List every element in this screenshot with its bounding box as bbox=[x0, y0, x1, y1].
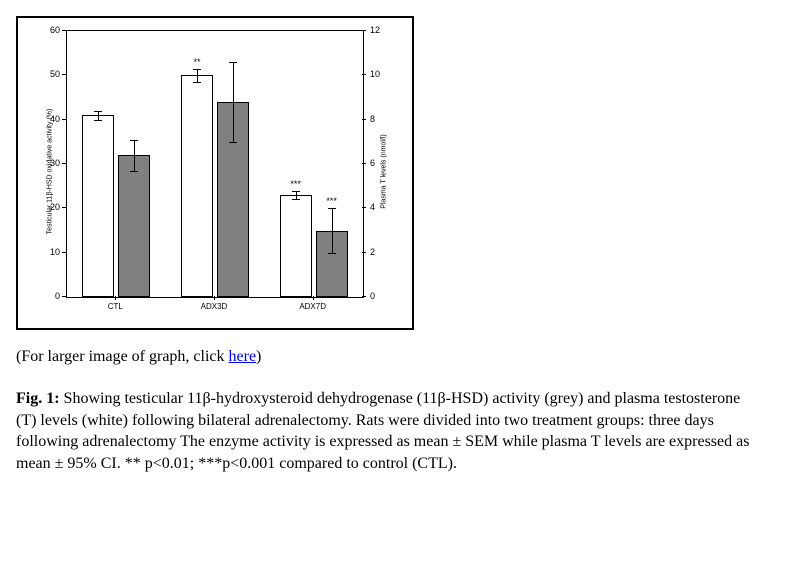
tick-mark bbox=[362, 30, 366, 31]
ytick-right: 2 bbox=[370, 247, 390, 257]
tick-mark bbox=[362, 74, 366, 75]
ytick-left: 0 bbox=[40, 291, 60, 301]
error-cap bbox=[94, 120, 102, 121]
tick-mark bbox=[62, 74, 66, 75]
tick-mark bbox=[362, 252, 366, 253]
chart-frame: ******** Testicular 11β-HSD oxidative ac… bbox=[16, 16, 414, 330]
xtick-label: ADX7D bbox=[299, 302, 326, 311]
error-cap bbox=[94, 111, 102, 112]
error-cap bbox=[193, 69, 201, 70]
tick-mark bbox=[362, 163, 366, 164]
bar-grey bbox=[118, 155, 150, 297]
xtick-label: CTL bbox=[108, 302, 123, 311]
error-bar bbox=[296, 191, 297, 200]
error-bar bbox=[197, 69, 198, 82]
note-prefix: (For larger image of graph, click bbox=[16, 348, 229, 365]
tick-mark bbox=[115, 296, 116, 300]
significance-marker: ** bbox=[193, 57, 200, 67]
ytick-right: 0 bbox=[370, 291, 390, 301]
error-cap bbox=[229, 62, 237, 63]
tick-mark bbox=[62, 163, 66, 164]
tick-mark bbox=[313, 296, 314, 300]
ytick-left: 60 bbox=[40, 25, 60, 35]
ytick-right: 6 bbox=[370, 158, 390, 168]
ytick-right: 10 bbox=[370, 69, 390, 79]
tick-mark bbox=[362, 296, 366, 297]
error-bar bbox=[332, 208, 333, 252]
error-cap bbox=[229, 142, 237, 143]
error-cap bbox=[130, 140, 138, 141]
error-bar bbox=[233, 62, 234, 142]
plot-area: ******** bbox=[66, 30, 364, 298]
tick-mark bbox=[62, 207, 66, 208]
ytick-left: 40 bbox=[40, 114, 60, 124]
tick-mark bbox=[62, 296, 66, 297]
ytick-left: 10 bbox=[40, 247, 60, 257]
error-bar bbox=[98, 111, 99, 120]
error-cap bbox=[328, 208, 336, 209]
figure-label: Fig. 1: bbox=[16, 390, 60, 407]
error-cap bbox=[328, 253, 336, 254]
bar-white bbox=[82, 115, 114, 297]
tick-mark bbox=[62, 30, 66, 31]
error-cap bbox=[292, 199, 300, 200]
error-cap bbox=[193, 82, 201, 83]
ytick-left: 30 bbox=[40, 158, 60, 168]
tick-mark bbox=[62, 252, 66, 253]
figure-text: Showing testicular 11β-hydroxysteroid de… bbox=[16, 390, 749, 472]
note-suffix: ) bbox=[256, 348, 261, 365]
significance-marker: *** bbox=[290, 179, 301, 189]
figure-caption: Fig. 1: Showing testicular 11β-hydroxyst… bbox=[16, 388, 756, 474]
ytick-right: 12 bbox=[370, 25, 390, 35]
error-bar bbox=[134, 140, 135, 171]
bar-white bbox=[280, 195, 312, 297]
bar-white bbox=[181, 75, 213, 297]
ytick-right: 8 bbox=[370, 114, 390, 124]
ytick-left: 50 bbox=[40, 69, 60, 79]
ytick-left: 20 bbox=[40, 202, 60, 212]
tick-mark bbox=[362, 207, 366, 208]
tick-mark bbox=[362, 119, 366, 120]
xtick-label: ADX3D bbox=[201, 302, 228, 311]
ytick-right: 4 bbox=[370, 202, 390, 212]
larger-image-note: (For larger image of graph, click here) bbox=[16, 348, 772, 366]
larger-image-link[interactable]: here bbox=[229, 348, 257, 365]
error-cap bbox=[130, 171, 138, 172]
error-cap bbox=[292, 191, 300, 192]
tick-mark bbox=[214, 296, 215, 300]
tick-mark bbox=[62, 119, 66, 120]
significance-marker: *** bbox=[326, 196, 337, 206]
